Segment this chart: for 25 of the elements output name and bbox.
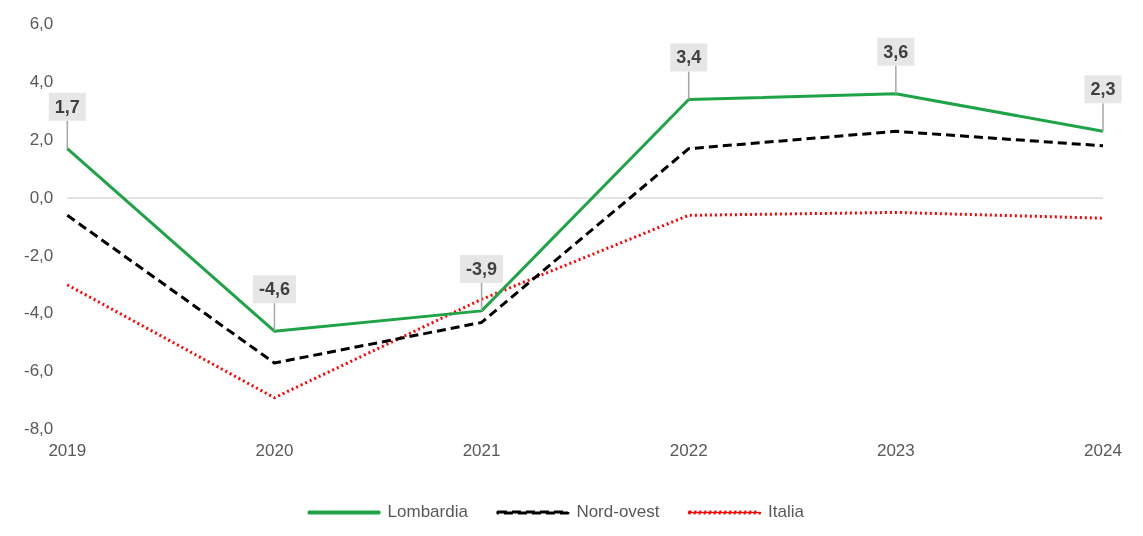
x-tick-label: 2024 <box>1084 441 1122 461</box>
x-tick-label: 2023 <box>876 441 915 461</box>
data-label: -3,9 <box>466 258 498 279</box>
y-tick-label: -8,0 <box>24 419 54 439</box>
data-label: 2,3 <box>1090 79 1116 100</box>
y-tick-label: 2,0 <box>29 129 54 149</box>
x-tick-label: 2020 <box>255 441 294 461</box>
data-label: 1,7 <box>54 96 80 117</box>
y-tick-label: 0,0 <box>29 187 54 207</box>
line-series <box>65 210 1105 400</box>
y-tick-label: 6,0 <box>29 13 54 33</box>
data-label: 3,6 <box>883 41 909 62</box>
y-tick-label: -6,0 <box>24 361 54 381</box>
x-tick-label: 2022 <box>669 441 708 461</box>
x-tick-label: 2019 <box>48 441 87 461</box>
y-tick-label: 4,0 <box>29 71 54 91</box>
legend-label: Lombardia <box>387 502 469 522</box>
line-series <box>65 129 1105 365</box>
y-tick-label: -4,0 <box>24 303 54 323</box>
data-label: 3,4 <box>676 47 702 68</box>
legend-label: Nord-ovest <box>576 502 660 522</box>
y-tick-label: -2,0 <box>24 245 54 265</box>
legend-label: Italia <box>768 502 805 522</box>
data-label: -4,6 <box>258 279 290 300</box>
x-tick-label: 2021 <box>462 441 501 461</box>
